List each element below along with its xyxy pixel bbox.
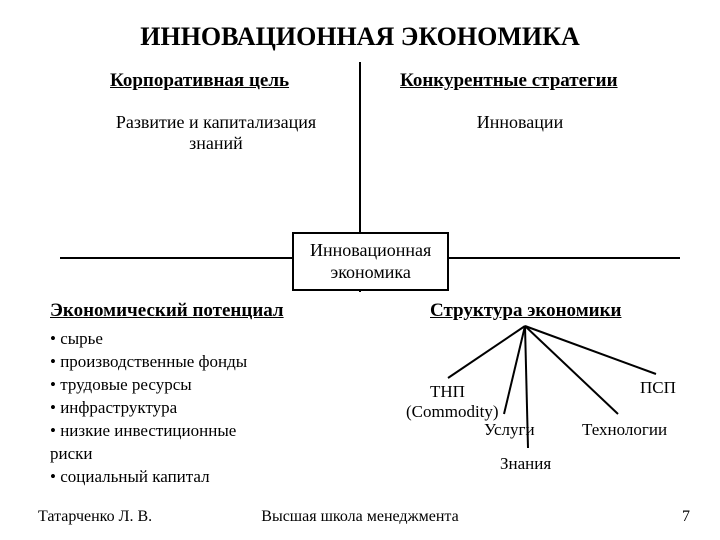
fan-line bbox=[525, 326, 528, 448]
center-box: Инновационная экономика bbox=[292, 232, 449, 291]
center-line1: Инновационная bbox=[310, 240, 431, 262]
fan-line bbox=[525, 326, 618, 414]
fan-line bbox=[525, 326, 656, 374]
center-line2: экономика bbox=[310, 262, 431, 284]
